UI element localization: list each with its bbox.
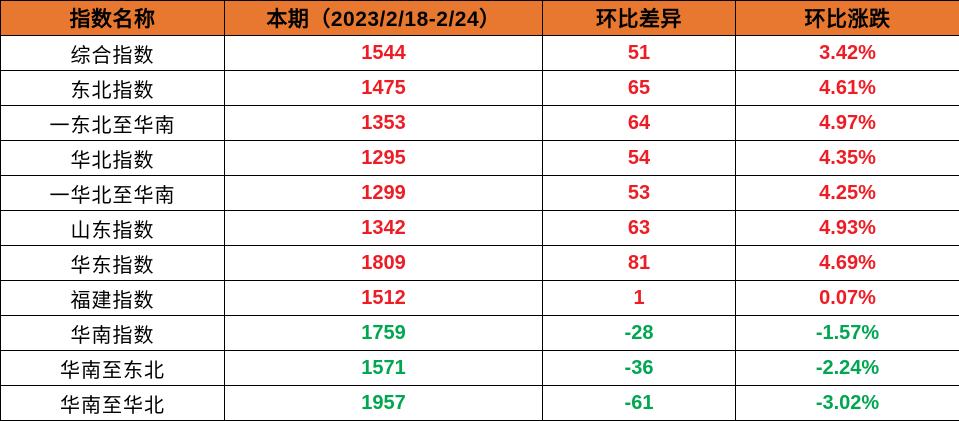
current-period-value-cell: 1759 — [225, 316, 543, 351]
column-header-diff: 环比差异 — [543, 1, 736, 36]
diff-value-cell: 65 — [543, 71, 736, 106]
index-name-cell: 东北指数 — [1, 71, 225, 106]
current-period-value-cell: 1353 — [225, 106, 543, 141]
change-pct-cell: 4.61% — [736, 71, 959, 106]
index-name-cell: 综合指数 — [1, 36, 225, 71]
diff-value-cell: 81 — [543, 246, 736, 281]
change-pct-cell: 4.69% — [736, 246, 959, 281]
change-pct-cell: 4.97% — [736, 106, 959, 141]
diff-value-cell: -36 — [543, 351, 736, 386]
index-name-cell: 华南指数 — [1, 316, 225, 351]
current-period-value-cell: 1809 — [225, 246, 543, 281]
table-header: 指数名称 本期（2023/2/18-2/24） 环比差异 环比涨跌 — [1, 1, 959, 36]
diff-value-cell: -61 — [543, 386, 736, 421]
column-header-current-period: 本期（2023/2/18-2/24） — [225, 1, 543, 36]
change-pct-cell: 4.93% — [736, 211, 959, 246]
index-name-cell: 华北指数 — [1, 141, 225, 176]
change-pct-cell: 4.35% — [736, 141, 959, 176]
diff-value-cell: 64 — [543, 106, 736, 141]
diff-value-cell: 54 — [543, 141, 736, 176]
index-name-cell: 华南至华北 — [1, 386, 225, 421]
column-header-change-pct: 环比涨跌 — [736, 1, 959, 36]
column-header-index-name: 指数名称 — [1, 1, 225, 36]
current-period-value-cell: 1957 — [225, 386, 543, 421]
current-period-value-cell: 1571 — [225, 351, 543, 386]
header-row: 指数名称 本期（2023/2/18-2/24） 环比差异 环比涨跌 — [1, 1, 959, 36]
diff-value-cell: 63 — [543, 211, 736, 246]
index-name-cell: 华东指数 — [1, 246, 225, 281]
change-pct-cell: 3.42% — [736, 36, 959, 71]
current-period-value-cell: 1295 — [225, 141, 543, 176]
current-period-value-cell: 1342 — [225, 211, 543, 246]
diff-value-cell: 51 — [543, 36, 736, 71]
change-pct-cell: -2.24% — [736, 351, 959, 386]
index-name-cell: 一东北至华南 — [1, 106, 225, 141]
current-period-value-cell: 1512 — [225, 281, 543, 316]
diff-value-cell: -28 — [543, 316, 736, 351]
change-pct-cell: -1.57% — [736, 316, 959, 351]
diff-value-cell: 1 — [543, 281, 736, 316]
index-name-cell: 福建指数 — [1, 281, 225, 316]
current-period-value-cell: 1299 — [225, 176, 543, 211]
index-name-cell: 一华北至华南 — [1, 176, 225, 211]
diff-value-cell: 53 — [543, 176, 736, 211]
index-name-cell: 山东指数 — [1, 211, 225, 246]
current-period-value-cell: 1475 — [225, 71, 543, 106]
change-pct-cell: 4.25% — [736, 176, 959, 211]
index-name-cell: 华南至东北 — [1, 351, 225, 386]
current-period-value-cell: 1544 — [225, 36, 543, 71]
change-pct-cell: -3.02% — [736, 386, 959, 421]
change-pct-cell: 0.07% — [736, 281, 959, 316]
